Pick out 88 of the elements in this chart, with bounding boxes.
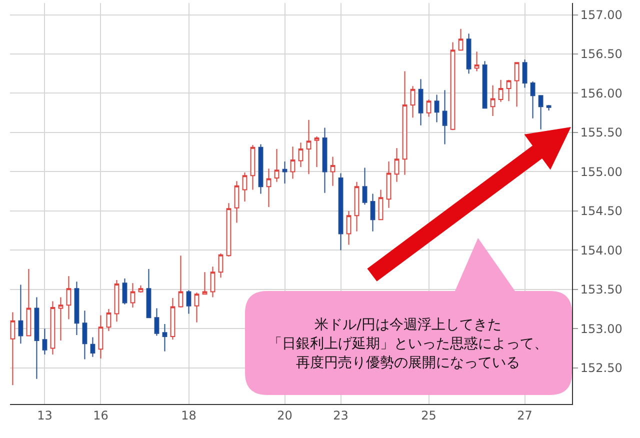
candlestick [354, 181, 360, 232]
candlestick [506, 79, 512, 102]
candlestick [170, 298, 176, 340]
candlestick [378, 189, 384, 220]
candlestick [250, 144, 256, 190]
candlestick [50, 300, 56, 356]
candlestick [114, 280, 120, 322]
candlestick [10, 312, 16, 386]
candlestick [162, 323, 168, 352]
candlestick [298, 142, 304, 168]
candlestick [242, 172, 248, 202]
candlestick [418, 78, 424, 126]
candlestick [306, 119, 312, 175]
candlestick [346, 210, 352, 246]
y-tick-label: 155.50 [580, 126, 622, 140]
candlestick [426, 99, 432, 118]
candlestick [474, 51, 480, 72]
candlestick [290, 146, 296, 180]
candlestick [154, 308, 160, 336]
candlestick [482, 60, 488, 109]
y-tick-label: 157.00 [580, 8, 622, 22]
candlestick [370, 193, 376, 232]
candlestick [106, 308, 112, 332]
candlestick [26, 268, 32, 336]
y-tick-label: 153.50 [580, 282, 622, 297]
candlestick [322, 127, 328, 194]
candlestick [74, 281, 80, 336]
candlestick [258, 144, 264, 194]
candlestick [98, 314, 104, 359]
x-tick-label: 13 [37, 408, 52, 422]
x-tick-label: 23 [333, 408, 348, 422]
candlestick [138, 285, 144, 294]
candlestick [122, 278, 128, 305]
candlestick [490, 84, 496, 116]
y-tick-label: 152.50 [580, 361, 622, 376]
x-tick-label: 20 [277, 408, 292, 422]
x-tick-label: 16 [93, 408, 108, 422]
candlestick [458, 28, 464, 51]
candlestick [42, 328, 48, 356]
candlestick [194, 292, 200, 323]
candlestick [130, 282, 136, 308]
candlestick [282, 161, 288, 184]
candlestick [434, 94, 440, 123]
candlestick [498, 79, 504, 102]
y-tick-label: 153.00 [580, 322, 622, 336]
candlestick [210, 266, 216, 298]
candlestick [330, 156, 336, 186]
candlestick [58, 296, 64, 341]
candlestick [274, 148, 280, 182]
candlestick [466, 33, 472, 74]
candlestick [514, 62, 520, 108]
candlestick [386, 161, 392, 208]
annotation: 米ドル/円は今週浮上してきた [314, 317, 502, 333]
candlestick [234, 180, 240, 224]
candlestick [18, 284, 24, 344]
candlestick [202, 272, 208, 295]
candlestick [530, 80, 536, 119]
candlestick [186, 290, 192, 314]
candlestick [394, 148, 400, 182]
candlestick [90, 336, 96, 358]
candlestick [546, 104, 552, 112]
y-tick-label: 154.50 [580, 204, 622, 218]
y-tick-label: 156.00 [580, 86, 622, 100]
candlestick [226, 202, 232, 257]
candlestick [450, 42, 456, 131]
candlestick [66, 276, 72, 320]
candlestick [362, 167, 368, 206]
candlestick [178, 255, 184, 308]
candlestick [442, 90, 448, 145]
x-tick-label: 25 [421, 408, 436, 422]
annotation: 再度円売り優勢の展開になっている [296, 355, 520, 371]
candlestick [538, 95, 544, 130]
y-tick-label: 156.50 [580, 47, 622, 62]
candlestick [314, 136, 320, 168]
x-tick-label: 18 [181, 408, 196, 422]
candlestick [146, 268, 152, 318]
y-tick-label: 155.00 [580, 164, 622, 179]
candlestick [402, 70, 408, 176]
x-tick-label: 27 [517, 408, 532, 422]
candlestick [218, 252, 224, 278]
candlestick [338, 172, 344, 251]
candlestick [410, 86, 416, 118]
y-tick-label: 154.00 [580, 243, 622, 258]
candlestick [266, 168, 272, 208]
annotation: 「日銀利上げ延期」といった思惑によって、 [268, 336, 548, 352]
candlestick [82, 310, 88, 360]
candlestick [522, 59, 528, 88]
candlestick [34, 296, 40, 380]
